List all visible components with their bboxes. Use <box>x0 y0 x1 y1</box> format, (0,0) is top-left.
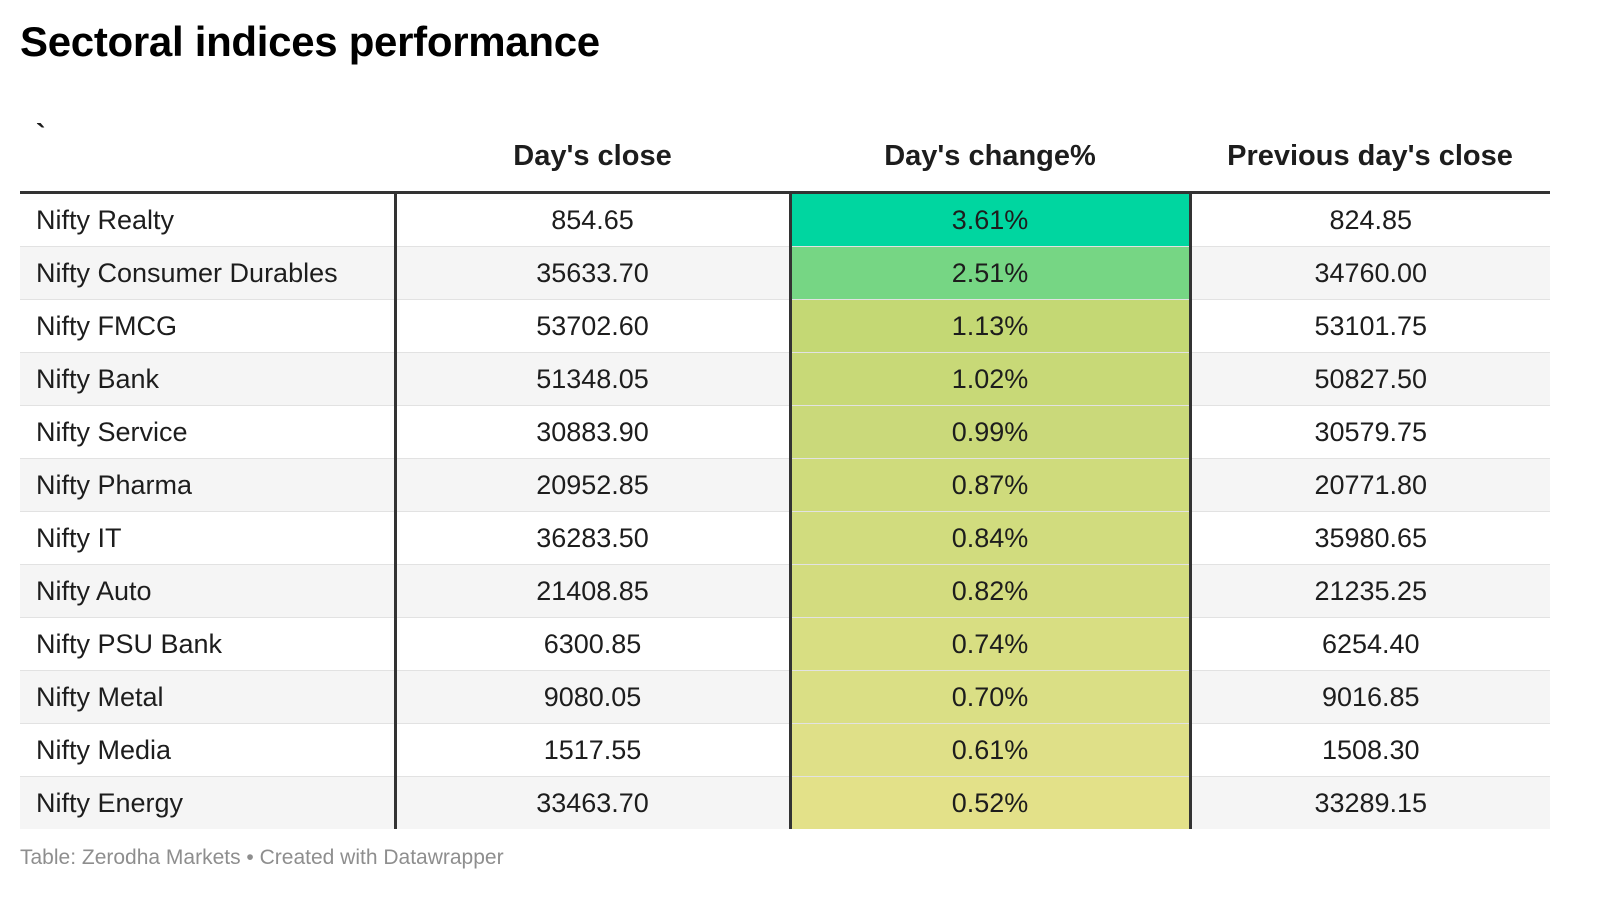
table-row: Nifty IT 36283.50 0.84% 35980.65 <box>20 511 1550 565</box>
table-row: Nifty Realty 854.65 3.61% 824.85 <box>20 192 1550 247</box>
cell-days-close: 21408.85 <box>395 564 792 618</box>
table-body: Nifty Realty 854.65 3.61% 824.85 Nifty Consu… <box>20 192 1550 829</box>
cell-days-close: 33463.70 <box>395 776 792 829</box>
cell-index-name: Nifty Realty <box>20 192 397 247</box>
cell-previous-close: 6254.40 <box>1190 617 1550 671</box>
cell-index-name: Nifty Auto <box>20 564 397 618</box>
cell-previous-close: 824.85 <box>1190 192 1550 247</box>
cell-days-close: 20952.85 <box>395 458 792 512</box>
cell-days-change: 1.13% <box>790 299 1192 353</box>
cell-previous-close: 33289.15 <box>1190 776 1550 829</box>
cell-previous-close: 1508.30 <box>1190 723 1550 777</box>
cell-days-change: 0.87% <box>790 458 1192 512</box>
cell-days-close: 35633.70 <box>395 246 792 300</box>
cell-days-close: 6300.85 <box>395 617 792 671</box>
cell-days-change: 0.82% <box>790 564 1192 618</box>
sectoral-indices-table: ` Day's close Day's change% Previous day… <box>20 105 1550 829</box>
source-footer: Table: Zerodha Markets • Created with Da… <box>20 846 504 869</box>
cell-previous-close: 50827.50 <box>1190 352 1550 406</box>
table-row: Nifty Pharma 20952.85 0.87% 20771.80 <box>20 458 1550 512</box>
cell-index-name: Nifty Metal <box>20 670 397 724</box>
cell-days-close: 36283.50 <box>395 511 792 565</box>
cell-previous-close: 34760.00 <box>1190 246 1550 300</box>
cell-days-change: 0.70% <box>790 670 1192 724</box>
cell-days-close: 51348.05 <box>395 352 792 406</box>
cell-previous-close: 21235.25 <box>1190 564 1550 618</box>
table-row: Nifty PSU Bank 6300.85 0.74% 6254.40 <box>20 617 1550 671</box>
cell-previous-close: 35980.65 <box>1190 511 1550 565</box>
cell-days-close: 30883.90 <box>395 405 792 459</box>
header-row: ` Day's close Day's change% Previous day… <box>20 105 1550 194</box>
cell-previous-close: 30579.75 <box>1190 405 1550 459</box>
cell-index-name: Nifty Pharma <box>20 458 397 512</box>
cell-index-name: Nifty Energy <box>20 776 397 829</box>
cell-previous-close: 20771.80 <box>1190 458 1550 512</box>
cell-index-name: Nifty IT <box>20 511 397 565</box>
cell-index-name: Nifty Consumer Durables <box>20 246 397 300</box>
cell-days-close: 1517.55 <box>395 723 792 777</box>
cell-index-name: Nifty Media <box>20 723 397 777</box>
column-header-name: ` <box>20 105 395 194</box>
table-row: Nifty Service 30883.90 0.99% 30579.75 <box>20 405 1550 459</box>
cell-index-name: Nifty Bank <box>20 352 397 406</box>
cell-days-change: 1.02% <box>790 352 1192 406</box>
cell-days-close: 9080.05 <box>395 670 792 724</box>
cell-previous-close: 9016.85 <box>1190 670 1550 724</box>
table-row: Nifty Bank 51348.05 1.02% 50827.50 <box>20 352 1550 406</box>
table-row: Nifty Media 1517.55 0.61% 1508.30 <box>20 723 1550 777</box>
table-row: Nifty Metal 9080.05 0.70% 9016.85 <box>20 670 1550 724</box>
cell-days-close: 53702.60 <box>395 299 792 353</box>
cell-index-name: Nifty Service <box>20 405 397 459</box>
cell-days-change: 0.74% <box>790 617 1192 671</box>
cell-index-name: Nifty FMCG <box>20 299 397 353</box>
table-row: Nifty Consumer Durables 35633.70 2.51% 3476… <box>20 246 1550 300</box>
cell-days-change: 0.52% <box>790 776 1192 829</box>
cell-days-change: 0.84% <box>790 511 1192 565</box>
chart-title: Sectoral indices performance <box>20 18 600 65</box>
cell-previous-close: 53101.75 <box>1190 299 1550 353</box>
cell-days-change: 2.51% <box>790 246 1192 300</box>
table-row: Nifty FMCG 53702.60 1.13% 53101.75 <box>20 299 1550 353</box>
column-header-previous-close: Previous day's close <box>1190 105 1550 194</box>
table-row: Nifty Energy 33463.70 0.52% 33289.15 <box>20 776 1550 829</box>
cell-index-name: Nifty PSU Bank <box>20 617 397 671</box>
cell-days-change: 0.99% <box>790 405 1192 459</box>
column-header-days-close: Day's close <box>395 105 790 194</box>
column-header-days-change: Day's change% <box>790 105 1190 194</box>
cell-days-change: 3.61% <box>790 192 1192 247</box>
table-row: Nifty Auto 21408.85 0.82% 21235.25 <box>20 564 1550 618</box>
cell-days-close: 854.65 <box>395 192 792 247</box>
cell-days-change: 0.61% <box>790 723 1192 777</box>
